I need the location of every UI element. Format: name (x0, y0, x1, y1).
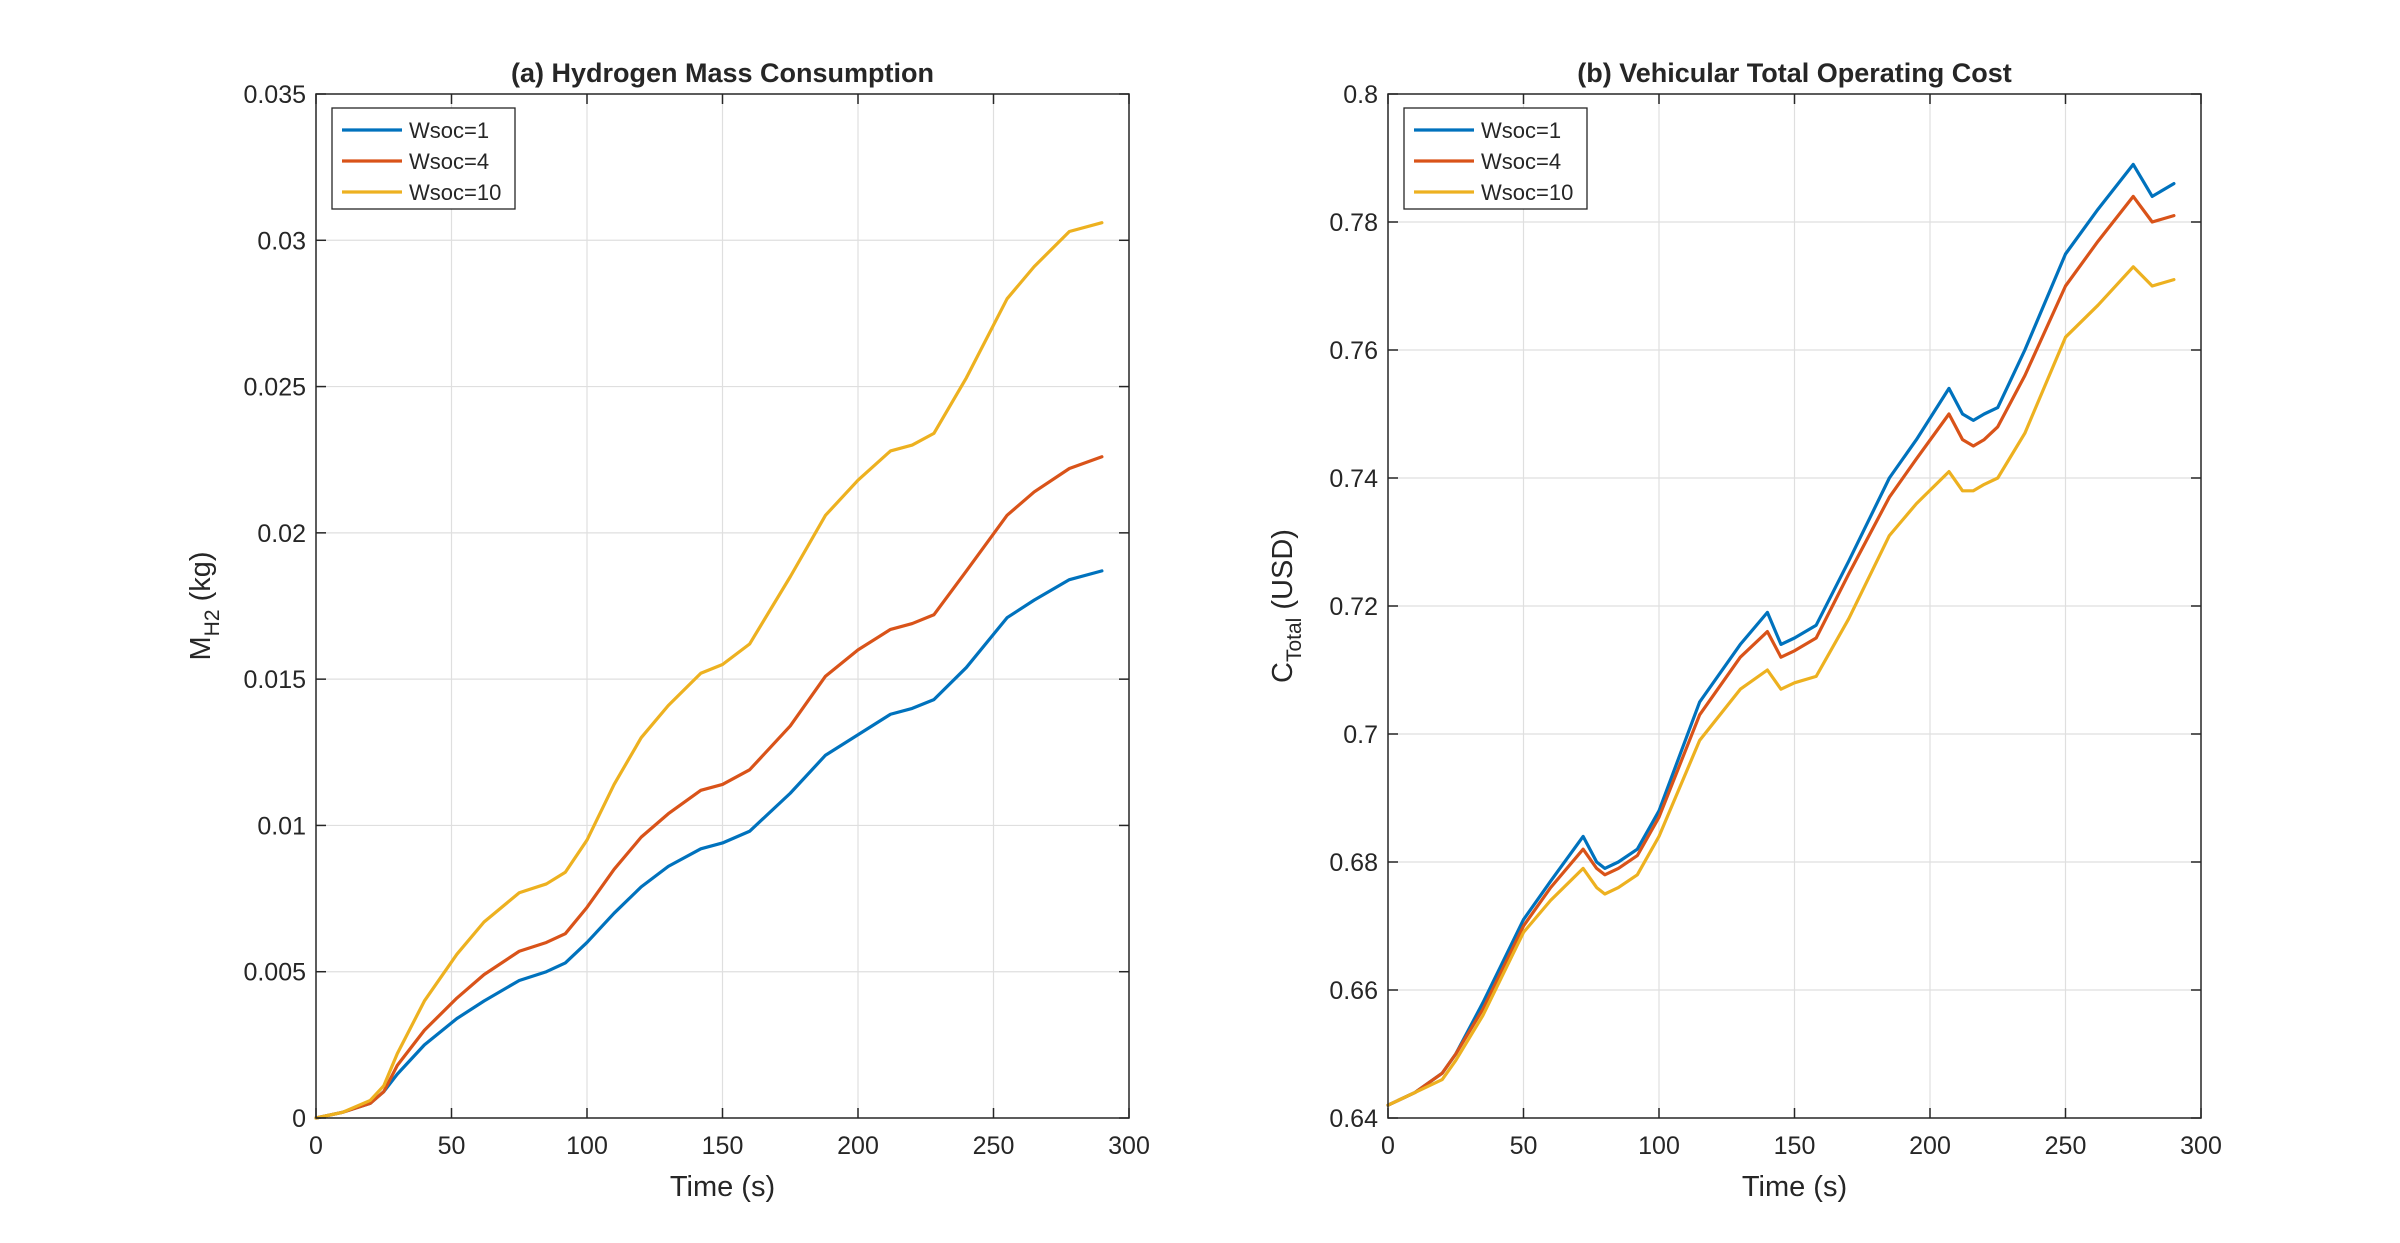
x-tick-label: 200 (1909, 1132, 1951, 1160)
series-line-0 (314, 569, 1104, 1120)
y-tick-label: 0.66 (1329, 977, 1378, 1005)
series-line-0 (1386, 162, 2176, 1107)
y-axis-label-main: M (185, 636, 217, 660)
legend: Wsoc=1 Wsoc=4 Wsoc=10 (1403, 107, 1588, 210)
x-tick-label: 50 (1510, 1132, 1538, 1160)
y-tick-label: 0.03 (257, 227, 306, 255)
y-tick-label: 0.74 (1329, 465, 1378, 493)
x-tick-label: 300 (2180, 1132, 2222, 1160)
x-tick-label: 150 (702, 1132, 744, 1160)
series-line-1 (1386, 194, 2176, 1107)
x-tick-label: 0 (309, 1132, 323, 1160)
legend-label-1: Wsoc=4 (409, 149, 489, 174)
y-tick-label: 0.7 (1343, 721, 1378, 749)
series-line-2 (314, 221, 1104, 1120)
y-tick-label: 0.8 (1343, 81, 1378, 109)
series-line-1 (314, 455, 1104, 1120)
x-tick-label: 300 (1108, 1132, 1150, 1160)
x-tick-label: 200 (837, 1132, 879, 1160)
y-axis-label-main: C (1267, 662, 1299, 683)
legend-label-0: Wsoc=1 (409, 118, 489, 143)
x-tick-label: 250 (973, 1132, 1015, 1160)
x-tick-label: 0 (1381, 1132, 1395, 1160)
x-tick-label: 100 (1638, 1132, 1680, 1160)
y-axis-label: CTotal (USD) (1267, 529, 1306, 683)
x-tick-label: 50 (438, 1132, 466, 1160)
y-tick-label: 0.78 (1329, 209, 1378, 237)
x-tick-label: 100 (566, 1132, 608, 1160)
y-tick-label: 0.005 (243, 959, 306, 987)
x-axis-label: Time (s) (670, 1171, 775, 1203)
y-tick-label: 0.02 (257, 520, 306, 548)
y-tick-label: 0.72 (1329, 593, 1378, 621)
chart-title: (b) Vehicular Total Operating Cost (1577, 58, 2012, 88)
legend-label-2: Wsoc=10 (1481, 180, 1573, 205)
chart-panel-1: 0 50 100 150 200 250 300 0.64 0.66 0.68 0.7 0.72 0.7… (1267, 58, 2222, 1203)
y-axis-label-subscript: Total (1283, 618, 1306, 662)
y-tick-label: 0.76 (1329, 337, 1378, 365)
chart-title: (a) Hydrogen Mass Consumption (511, 58, 934, 88)
legend-label-1: Wsoc=4 (1481, 149, 1561, 174)
y-tick-label: 0.035 (243, 81, 306, 109)
y-axis-label-unit: (kg) (185, 551, 217, 609)
legend-label-2: Wsoc=10 (409, 180, 501, 205)
legend-label-0: Wsoc=1 (1481, 118, 1561, 143)
chart-panel-0: 0 50 100 150 200 250 300 0 0.005 0.01 0.015 0.02 0.0… (185, 58, 1150, 1203)
x-tick-label: 250 (2045, 1132, 2087, 1160)
y-axis-label-subscript: H2 (201, 609, 224, 636)
y-tick-label: 0.64 (1329, 1105, 1378, 1133)
x-axis-label: Time (s) (1742, 1171, 1847, 1203)
y-tick-label: 0.015 (243, 666, 306, 694)
y-tick-label: 0.01 (257, 812, 306, 840)
y-tick-label: 0.025 (243, 374, 306, 402)
y-tick-label: 0.68 (1329, 849, 1378, 877)
y-axis-label-unit: (USD) (1267, 529, 1299, 618)
y-axis-label: MH2 (kg) (185, 551, 224, 660)
y-tick-label: 0 (292, 1105, 306, 1133)
legend: Wsoc=1 Wsoc=4 Wsoc=10 (331, 107, 516, 210)
x-tick-label: 150 (1774, 1132, 1816, 1160)
series-line-2 (1386, 265, 2176, 1107)
